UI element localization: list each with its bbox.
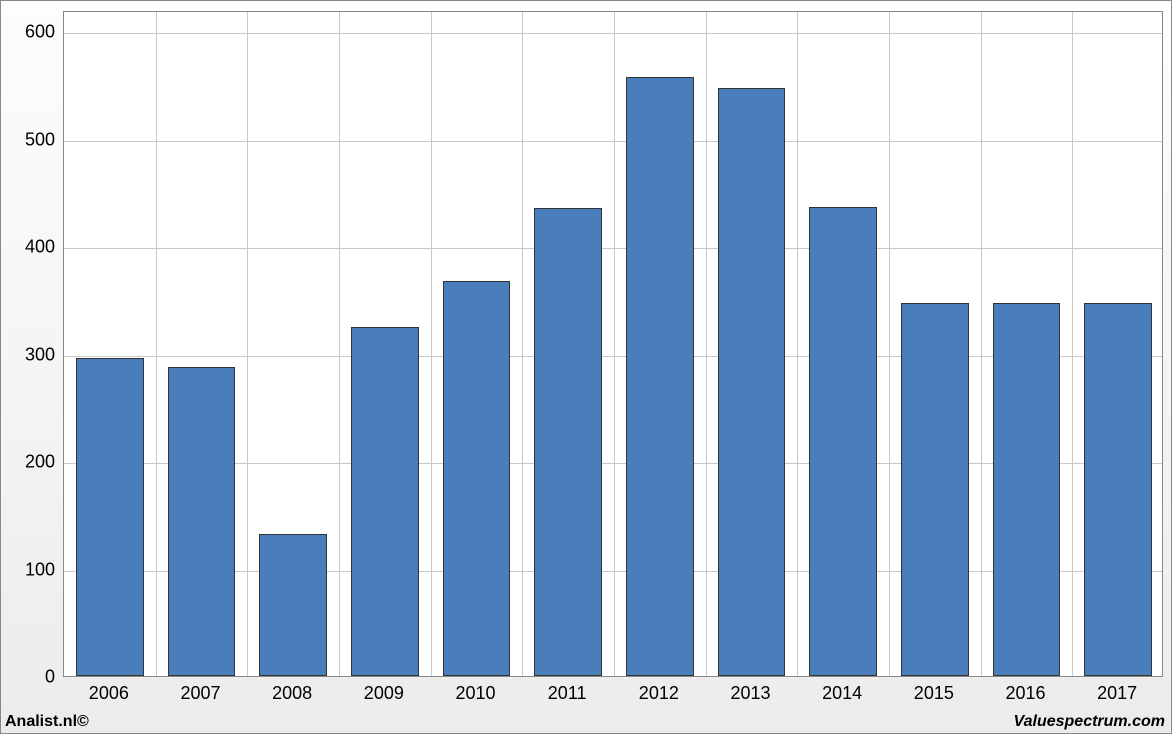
x-tick-label: 2009 — [364, 683, 404, 704]
bar — [76, 358, 144, 676]
x-tick-label: 2016 — [1005, 683, 1045, 704]
bar — [168, 367, 236, 676]
x-tick-label: 2011 — [548, 683, 587, 704]
x-tick-label: 2007 — [180, 683, 220, 704]
footer-left-credit: Analist.nl© — [5, 713, 89, 731]
x-tick-label: 2006 — [89, 683, 129, 704]
plot-area — [63, 11, 1163, 677]
gridline-v — [706, 12, 707, 676]
y-tick-label: 400 — [1, 237, 55, 258]
x-tick-label: 2012 — [639, 683, 679, 704]
gridline-v — [156, 12, 157, 676]
x-tick-label: 2017 — [1097, 683, 1137, 704]
bar — [626, 77, 694, 676]
gridline-h — [64, 33, 1162, 34]
bar — [534, 208, 602, 676]
bar — [901, 303, 969, 676]
bar — [993, 303, 1061, 676]
x-tick-label: 2010 — [455, 683, 495, 704]
x-tick-label: 2015 — [914, 683, 954, 704]
bar — [443, 281, 511, 676]
bar-chart: Analist.nl© Valuespectrum.com 0 100 200 300… — [0, 0, 1172, 734]
y-tick-label: 600 — [1, 22, 55, 43]
y-tick-label: 100 — [1, 559, 55, 580]
bar — [1084, 303, 1152, 676]
gridline-v — [797, 12, 798, 676]
x-tick-label: 2008 — [272, 683, 312, 704]
bar — [809, 207, 877, 676]
y-tick-label: 0 — [1, 667, 55, 688]
footer-right-credit: Valuespectrum.com — [1014, 713, 1165, 731]
gridline-v — [981, 12, 982, 676]
y-tick-label: 500 — [1, 129, 55, 150]
gridline-h — [64, 141, 1162, 142]
gridline-v — [431, 12, 432, 676]
y-tick-label: 200 — [1, 452, 55, 473]
bar — [718, 88, 786, 676]
gridline-v — [889, 12, 890, 676]
gridline-v — [522, 12, 523, 676]
gridline-h — [64, 248, 1162, 249]
gridline-v — [614, 12, 615, 676]
x-tick-label: 2013 — [730, 683, 770, 704]
x-tick-label: 2014 — [822, 683, 862, 704]
bar — [259, 534, 327, 676]
gridline-v — [247, 12, 248, 676]
bar — [351, 327, 419, 676]
y-tick-label: 300 — [1, 344, 55, 365]
gridline-v — [1072, 12, 1073, 676]
gridline-v — [339, 12, 340, 676]
